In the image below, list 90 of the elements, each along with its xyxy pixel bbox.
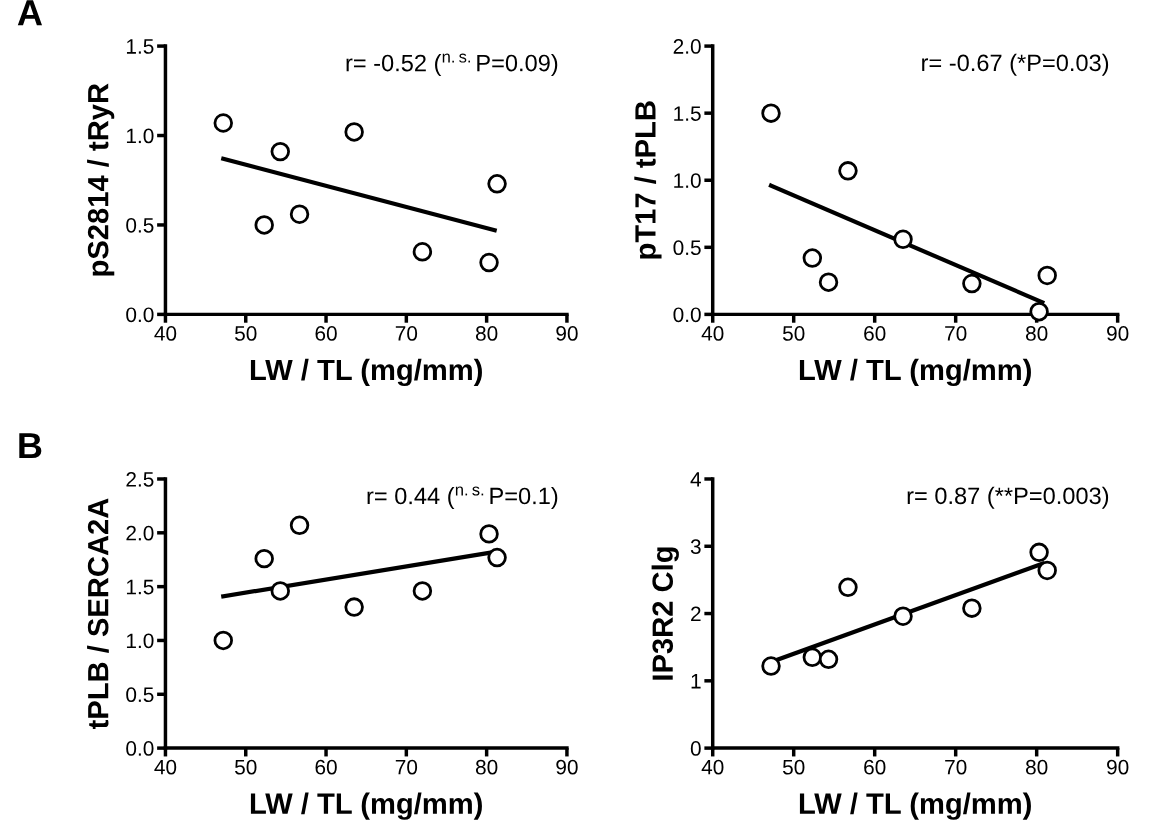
x-tick-label: 40 — [154, 759, 177, 775]
point — [761, 656, 781, 676]
x-axis-title: LW / TL (mg/mm) — [799, 792, 1031, 820]
x-tick-label: 60 — [864, 326, 886, 341]
text: A — [17, 0, 43, 26]
point — [893, 606, 913, 626]
x-tick-label: 50 — [234, 759, 257, 775]
annotation: r= 0.44 ($^{n.s.}$P=0.1) — [367, 486, 558, 509]
y-axis-title: pS2814 / tRyR — [87, 83, 115, 276]
y-tick-label: 2 — [691, 606, 701, 622]
point — [412, 242, 433, 262]
point — [1037, 560, 1057, 581]
point — [270, 581, 290, 601]
point — [254, 548, 274, 569]
x-axis-title: LW / TL (mg/mm) — [799, 358, 1031, 387]
y-tick-label: 0.0 — [673, 307, 701, 323]
y-tick-label: 2.5 — [126, 471, 154, 487]
point — [289, 515, 310, 535]
point — [289, 204, 310, 224]
point — [213, 113, 233, 133]
y-tick-label: 4 — [690, 472, 701, 487]
x-tick-label: 80 — [475, 326, 498, 341]
point — [838, 161, 858, 181]
y-tick-label: 1.5 — [126, 39, 154, 54]
x-tick-label: 70 — [945, 759, 967, 775]
y-axis-title: IP3R2 Clg — [651, 547, 679, 680]
x-tick-label: 40 — [154, 326, 177, 341]
x-tick-label: 70 — [945, 326, 967, 341]
y-tick-label: 1.0 — [126, 633, 154, 649]
point — [1029, 542, 1049, 563]
point — [412, 581, 433, 601]
x-tick-label: 60 — [315, 759, 337, 775]
x-tick-label: 90 — [1107, 326, 1129, 341]
y-tick-label: 1.0 — [674, 173, 701, 188]
x-tick-label: 60 — [864, 759, 886, 775]
point — [1029, 301, 1049, 322]
x-axis-title: LW / TL (mg/mm) — [250, 358, 482, 387]
point — [479, 252, 499, 273]
y-axis-title: pT17 / tPLB — [634, 101, 662, 259]
x-tick-label: 90 — [556, 759, 578, 775]
y-tick-label: 1.0 — [126, 128, 154, 144]
point — [962, 273, 982, 294]
point — [344, 122, 364, 142]
x-tick-label: 40 — [701, 759, 724, 775]
x-tick-label: 70 — [395, 759, 418, 775]
x-tick-label: 60 — [315, 326, 337, 341]
annotation: r= -0.52 ($^{n.s.}$P=0.09) — [346, 53, 558, 77]
point — [1037, 265, 1057, 286]
y-axis-title: tPLB / SERCA2A — [87, 498, 109, 730]
y-tick-label: 0.5 — [126, 687, 154, 703]
y-tick-label: 1.5 — [674, 106, 701, 121]
y-tick-label: 1.5 — [126, 579, 154, 595]
y-tick-label: 0.0 — [126, 307, 154, 323]
point — [254, 215, 274, 235]
y-tick-label: 1 — [691, 674, 701, 689]
point — [838, 577, 858, 598]
point — [270, 141, 290, 162]
point — [802, 248, 823, 268]
point — [962, 598, 982, 618]
point — [487, 547, 507, 568]
x-tick-label: 50 — [782, 326, 805, 341]
y-tick-label: 3 — [690, 539, 701, 555]
x-tick-label: 80 — [1025, 326, 1048, 341]
y-tick-label: 2.0 — [673, 39, 701, 54]
point — [213, 630, 233, 651]
y-tick-label: 0 — [690, 741, 701, 756]
point — [487, 174, 507, 194]
annotation: r= -0.67 (*P=0.03) — [922, 53, 1109, 76]
x-tick-label: 90 — [556, 326, 578, 341]
point — [818, 272, 839, 292]
point — [344, 597, 364, 617]
y-tick-label: 0.5 — [126, 217, 154, 233]
x-tick-label: 70 — [395, 326, 418, 341]
point — [818, 649, 839, 670]
x-tick-label: 40 — [701, 326, 724, 341]
y-tick-label: 2.0 — [126, 525, 154, 541]
x-tick-label: 50 — [782, 759, 805, 775]
x-tick-label: 90 — [1107, 759, 1129, 775]
y-tick-label: 0.5 — [673, 240, 701, 256]
x-tick-label: 50 — [234, 326, 257, 341]
x-tick-label: 80 — [1025, 759, 1048, 775]
x-axis-title: LW / TL (mg/mm) — [250, 792, 482, 820]
y-tick-label: 0.0 — [126, 741, 154, 756]
point — [802, 647, 823, 667]
point — [761, 103, 781, 123]
x-tick-label: 80 — [475, 759, 498, 775]
point — [893, 229, 913, 249]
text: B — [19, 433, 42, 459]
annotation: r= 0.87 (**P=0.003) — [907, 486, 1109, 509]
point — [479, 524, 499, 544]
